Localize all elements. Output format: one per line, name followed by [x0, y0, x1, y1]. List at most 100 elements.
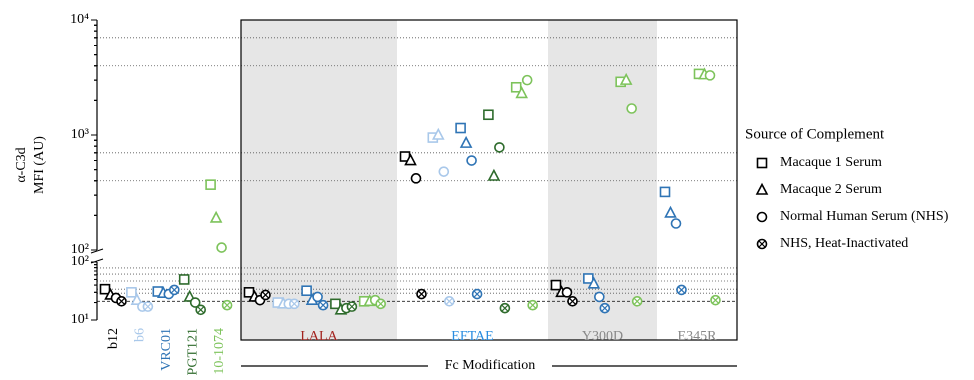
data-point	[527, 299, 539, 311]
data-point	[659, 186, 671, 198]
y-tick-label: 10¹	[71, 312, 89, 327]
data-point	[404, 153, 417, 166]
y-tick-label: 10²	[71, 242, 89, 257]
marker-circle	[410, 173, 422, 184]
data-point	[312, 291, 323, 303]
marker-x	[473, 290, 481, 298]
data-point	[515, 86, 529, 99]
data-point	[583, 273, 594, 284]
marker-circle	[594, 291, 605, 303]
panel-shade	[548, 20, 657, 340]
data-point	[431, 127, 445, 140]
marker-triangle	[459, 135, 473, 148]
marker-triangle	[130, 292, 144, 305]
marker-x	[223, 301, 231, 309]
data-point	[483, 109, 494, 121]
data-point	[209, 210, 223, 223]
marker-square	[99, 283, 111, 295]
marker-circle	[466, 155, 477, 166]
data-point	[375, 298, 387, 310]
data-point	[587, 276, 601, 289]
legend-marker	[756, 157, 768, 169]
data-point	[216, 242, 227, 253]
data-point	[710, 294, 721, 306]
axis-break	[90, 248, 104, 254]
y-tick-label: 10²	[71, 254, 89, 269]
data-point	[443, 296, 455, 307]
marker-x	[529, 301, 537, 309]
data-point	[260, 289, 271, 301]
data-point	[631, 296, 643, 307]
marker-circle	[561, 287, 573, 298]
x-tick-label: b6	[133, 328, 148, 342]
group-label: EFTAE	[451, 329, 493, 344]
data-point	[169, 284, 180, 296]
group-label: E345R	[678, 329, 718, 344]
data-point	[471, 288, 483, 300]
data-point	[521, 74, 533, 86]
x-tick-label: 10-1074	[212, 328, 227, 375]
marker-circle	[438, 166, 450, 177]
marker-square	[483, 109, 494, 121]
data-point	[510, 81, 522, 93]
group-label: LALA	[300, 329, 338, 344]
panel-frame	[240, 19, 738, 341]
marker-triangle	[664, 205, 677, 218]
y-tick-label: 10³	[71, 127, 89, 142]
marker-x	[197, 306, 205, 314]
y-axis-label: α-C3d	[14, 147, 29, 182]
marker-triangle	[431, 127, 445, 140]
marker-x	[118, 297, 125, 305]
marker-x	[144, 303, 152, 311]
legend-marker	[756, 238, 768, 250]
marker-triangle	[209, 210, 223, 223]
marker-circle	[216, 242, 227, 253]
data-point	[670, 218, 682, 229]
marker-x	[348, 303, 356, 311]
marker-square	[659, 186, 671, 198]
data-point	[676, 284, 687, 296]
marker-square	[756, 157, 768, 169]
data-point	[459, 135, 473, 148]
legend-marker	[755, 182, 769, 195]
y-tick-label: 10⁴	[70, 12, 89, 27]
data-point	[99, 283, 111, 295]
marker-circle	[494, 142, 505, 153]
marker-triangle	[515, 86, 529, 99]
data-point	[438, 166, 450, 177]
data-point	[330, 298, 341, 310]
data-point	[189, 297, 201, 308]
data-point	[116, 296, 127, 307]
marker-x	[418, 290, 425, 298]
x-tick-label: VRC01	[159, 328, 174, 371]
marker-x	[319, 301, 327, 309]
marker-square	[126, 287, 137, 298]
marker-triangle	[755, 182, 769, 195]
marker-circle	[670, 218, 682, 229]
marker-x	[569, 297, 576, 305]
data-point	[221, 299, 233, 311]
group-label: Y300D	[582, 329, 623, 344]
data-point	[346, 301, 358, 312]
data-point	[594, 291, 605, 303]
data-point	[664, 205, 677, 218]
data-point	[599, 302, 611, 314]
data-point	[455, 122, 466, 134]
panel-shade	[241, 20, 397, 340]
data-point	[301, 285, 312, 297]
marker-triangle	[619, 72, 633, 85]
data-point	[142, 301, 154, 312]
data-point	[487, 168, 501, 181]
marker-square	[178, 274, 190, 285]
marker-square	[455, 122, 466, 134]
x-tick-label: PGT121	[185, 328, 200, 375]
x-axis-label: Fc Modification	[445, 358, 536, 373]
data-point	[288, 298, 300, 310]
legend-marker	[756, 211, 768, 223]
data-point	[205, 179, 216, 190]
legend-label: Macaque 1 Serum	[780, 155, 882, 170]
marker-triangle	[404, 153, 417, 166]
y-axis-label: MFI (AU)	[32, 136, 47, 194]
marker-circle	[521, 74, 533, 86]
